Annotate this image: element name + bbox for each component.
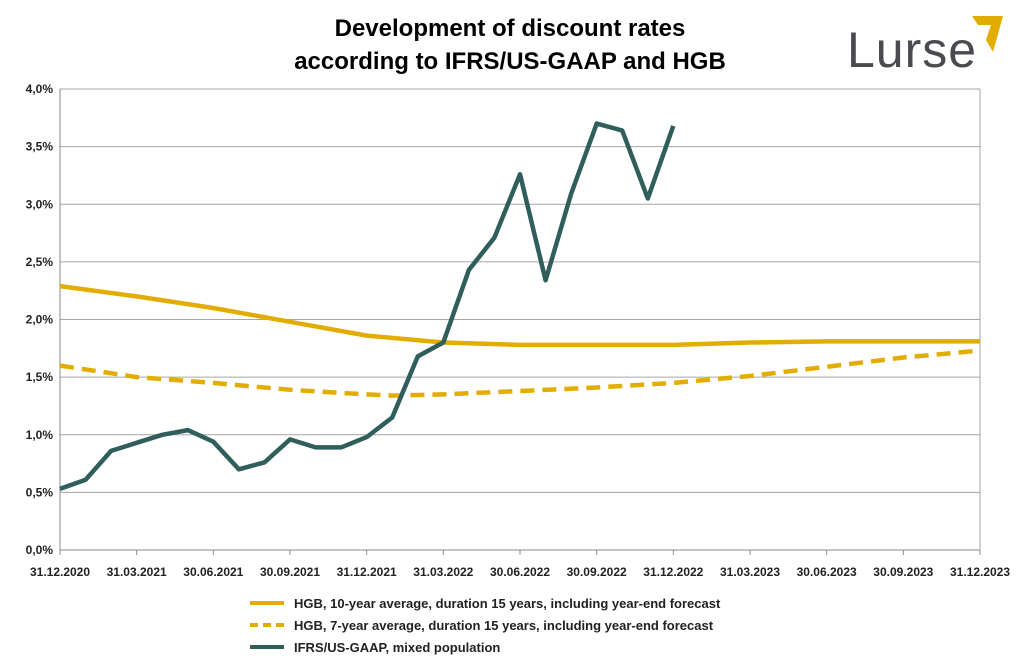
chart-title-line-2: according to IFRS/US-GAAP and HGB bbox=[294, 48, 726, 75]
x-tick-label: 31.03.2022 bbox=[413, 565, 473, 579]
x-tick-label: 31.03.2023 bbox=[720, 565, 780, 579]
x-tick-label: 31.12.2021 bbox=[337, 565, 397, 579]
legend: HGB, 10-year average, duration 15 years,… bbox=[250, 592, 720, 658]
legend-swatch bbox=[250, 601, 284, 605]
x-tick-label: 30.09.2022 bbox=[567, 565, 627, 579]
y-tick-label: 3,5% bbox=[26, 140, 54, 154]
y-tick-label: 2,5% bbox=[26, 255, 54, 269]
chart-title-line-1: Development of discount rates bbox=[334, 15, 686, 42]
y-tick-label: 4,0% bbox=[26, 82, 54, 96]
line-chart: 0,0% 0,5% 1,0% 1,5% 2,0% 2,5% 3,0% 3,5% 4,0% 31.1… bbox=[26, 82, 1011, 579]
x-tick-label: 30.06.2023 bbox=[797, 565, 857, 579]
x-tick-label: 30.09.2021 bbox=[260, 565, 320, 579]
legend-item: IFRS/US-GAAP, mixed population bbox=[250, 636, 720, 658]
x-tick-label: 30.09.2023 bbox=[873, 565, 933, 579]
x-tick-label: 31.12.2022 bbox=[643, 565, 703, 579]
legend-label: HGB, 7-year average, duration 15 years, … bbox=[294, 617, 714, 633]
y-tick-label: 0,0% bbox=[26, 543, 54, 557]
series-line-1 bbox=[59, 283, 980, 348]
legend-swatch bbox=[250, 623, 284, 627]
x-tick-label: 30.06.2021 bbox=[183, 565, 243, 579]
series-line-3 bbox=[59, 121, 676, 492]
y-tick-label: 2,0% bbox=[26, 313, 54, 327]
lurse-logo: Lurse bbox=[847, 16, 1003, 72]
y-tick-label: 0,5% bbox=[26, 485, 54, 499]
legend-label: HGB, 10-year average, duration 15 years,… bbox=[294, 595, 721, 611]
legend-item: HGB, 7-year average, duration 15 years, … bbox=[250, 614, 720, 636]
x-tick-label: 31.03.2021 bbox=[107, 565, 167, 579]
series-line-2 bbox=[59, 348, 981, 398]
legend-label: IFRS/US-GAAP, mixed population bbox=[294, 639, 501, 655]
legend-swatch bbox=[250, 645, 284, 649]
x-tick-label: 31.12.2023 bbox=[950, 565, 1010, 579]
y-tick-label: 1,0% bbox=[26, 428, 54, 442]
y-tick-label: 3,0% bbox=[26, 197, 54, 211]
x-tick-label: 30.06.2022 bbox=[490, 565, 550, 579]
svg-text:Lurse: Lurse bbox=[847, 22, 977, 72]
chart-title: Development of discount rates according … bbox=[180, 12, 840, 78]
x-tick-label: 31.12.2020 bbox=[30, 565, 90, 579]
legend-item: HGB, 10-year average, duration 15 years,… bbox=[250, 592, 720, 614]
y-tick-label: 1,5% bbox=[26, 370, 54, 384]
